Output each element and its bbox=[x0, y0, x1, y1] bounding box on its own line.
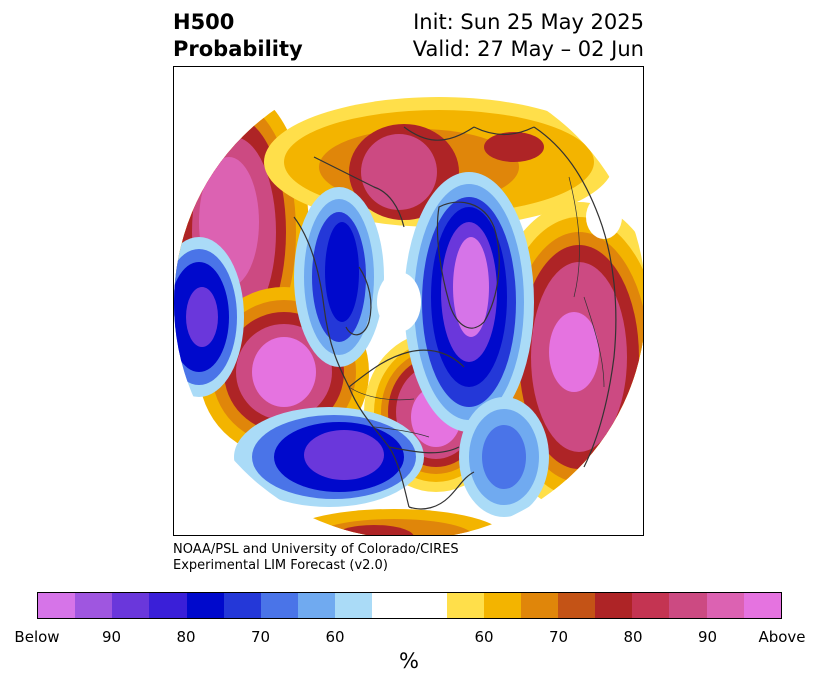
colorbar-segment bbox=[38, 593, 76, 618]
below-center-south-central bbox=[459, 397, 549, 517]
colorbar-tick-label: 70 bbox=[250, 628, 271, 646]
forecast-map bbox=[173, 66, 644, 536]
colorbar-tick-label: 90 bbox=[101, 628, 122, 646]
colorbar-segment bbox=[186, 593, 224, 618]
colorbar-segment bbox=[557, 593, 596, 618]
credit-text: NOAA/PSL and University of Colorado/CIRE… bbox=[173, 542, 459, 574]
credit-line-1: NOAA/PSL and University of Colorado/CIRE… bbox=[173, 542, 459, 557]
colorbar-segment bbox=[706, 593, 744, 618]
colorbar-tick-label: 80 bbox=[176, 628, 196, 646]
colorbar-tick-label: 70 bbox=[548, 628, 569, 646]
colorbar-tick-label: 60 bbox=[474, 628, 494, 646]
colorbar-segment bbox=[112, 593, 150, 618]
below-center-canada bbox=[294, 187, 384, 367]
colorbar-segment bbox=[260, 593, 298, 618]
title-quantity: Probability bbox=[173, 37, 303, 61]
colorbar-tick-label: 80 bbox=[623, 628, 643, 646]
colorbar-segment bbox=[335, 593, 373, 618]
valid-dates: Valid: 27 May – 02 Jun bbox=[412, 37, 644, 61]
colorbar-tick-label: Below bbox=[14, 628, 60, 646]
colorbar-segment bbox=[75, 593, 113, 618]
colorbar-unit-label: % bbox=[399, 649, 419, 673]
colorbar-segment bbox=[743, 593, 781, 618]
colorbar bbox=[37, 592, 782, 619]
colorbar-segment bbox=[669, 593, 707, 618]
colorbar-tick-label: Above bbox=[758, 628, 806, 646]
below-center-southwest bbox=[234, 407, 424, 507]
colorbar-segment bbox=[372, 593, 410, 618]
colorbar-tick-label: 90 bbox=[697, 628, 718, 646]
colorbar-segment bbox=[297, 593, 336, 618]
colorbar-segment bbox=[483, 593, 521, 618]
colorbar-segment bbox=[223, 593, 261, 618]
plot-title-left: H500 Probability bbox=[173, 9, 303, 63]
colorbar-segment bbox=[149, 593, 187, 618]
colorbar-segment bbox=[446, 593, 484, 618]
init-date: Init: Sun 25 May 2025 bbox=[413, 10, 644, 34]
plot-title-right: Init: Sun 25 May 2025 Valid: 27 May – 02… bbox=[413, 9, 644, 63]
below-center-far-left bbox=[174, 237, 244, 397]
credit-line-2: Experimental LIM Forecast (v2.0) bbox=[173, 558, 388, 573]
colorbar-segment bbox=[409, 593, 447, 618]
below-center-greenland bbox=[404, 172, 534, 432]
colorbar-tick-label: 60 bbox=[325, 628, 345, 646]
title-variable: H500 bbox=[173, 10, 235, 34]
probability-field bbox=[174, 67, 643, 535]
coastlines bbox=[293, 126, 617, 510]
colorbar-segment bbox=[632, 593, 670, 618]
colorbar-segment bbox=[520, 593, 558, 618]
colorbar-segment bbox=[595, 593, 633, 618]
above-center-south bbox=[284, 509, 504, 535]
